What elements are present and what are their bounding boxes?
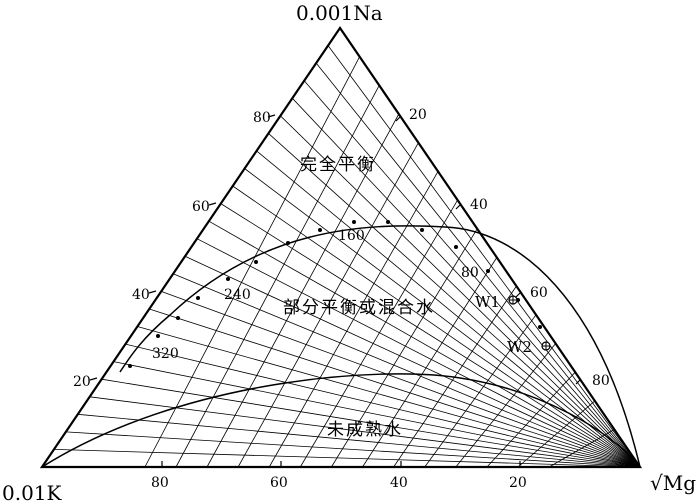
k-mg-isotherm-line	[161, 291, 641, 468]
full-equilibrium-curve	[119, 225, 641, 468]
curve-point	[454, 245, 458, 249]
temperature-label-160: 160	[338, 228, 365, 244]
left-tick-40: 40	[132, 287, 150, 303]
na-k-isotherm-line	[455, 343, 556, 468]
k-mg-isotherm-line	[315, 62, 641, 468]
k-mg-isotherm-line	[327, 45, 641, 468]
curve-point	[386, 220, 390, 224]
region-label-immature: 未成熟水	[327, 419, 403, 440]
curve-point	[176, 316, 180, 320]
na-k-isotherm-line	[144, 56, 360, 468]
na-k-isotherm-line	[424, 314, 537, 468]
na-k-isotherm-lines	[144, 56, 615, 468]
bottom-tick-40: 40	[390, 475, 408, 491]
k-mg-isotherm-line	[280, 115, 641, 468]
na-k-isotherm-line	[517, 400, 596, 468]
sample-label-w2: W2	[507, 338, 532, 356]
k-mg-isotherm-lines	[53, 45, 641, 468]
curve-point	[286, 241, 290, 245]
region-label-full-equilibrium: 完全平衡	[300, 155, 376, 175]
k-mg-isotherm-line	[65, 431, 641, 468]
partial-equilibrium-curve	[41, 373, 641, 468]
curve-point	[254, 260, 258, 264]
na-k-isotherm-line	[299, 199, 458, 468]
na-k-isotherm-line	[331, 228, 478, 468]
k-mg-isotherm-line	[220, 203, 641, 468]
k-mg-isotherm-line	[89, 396, 641, 468]
k-mg-isotherm-line	[113, 361, 641, 468]
sample-label-w1: W1	[475, 293, 500, 311]
curve-point	[538, 325, 542, 329]
na-k-isotherm-line	[486, 371, 576, 468]
k-mg-isotherm-line	[196, 238, 641, 468]
ternary-triangle	[39, 26, 643, 469]
k-mg-isotherm-line	[256, 150, 641, 468]
region-label-partial-equilibrium: 部分平衡或混合水	[283, 298, 435, 318]
k-mg-isotherm-line	[292, 97, 641, 468]
k-mg-isotherm-line	[125, 343, 641, 468]
k-mg-isotherm-line	[77, 413, 641, 468]
curve-point	[420, 228, 424, 232]
sample-point-w1: W1	[475, 293, 518, 311]
k-mg-isotherm-line	[184, 255, 641, 468]
curve-point	[156, 334, 160, 338]
na-k-isotherm-line	[548, 429, 615, 468]
left-tick-20: 20	[73, 374, 91, 390]
curve-point	[128, 364, 132, 368]
temperature-label-240: 240	[224, 287, 251, 303]
na-k-isotherm-line	[206, 113, 400, 468]
axis-tick-marks	[89, 114, 581, 467]
sample-point-w2: W2	[507, 338, 551, 356]
k-mg-isotherm-line	[172, 273, 641, 468]
na-k-isotherm-line	[362, 257, 498, 468]
k-mg-isotherm-line	[208, 220, 641, 468]
na-k-isotherm-line	[237, 142, 419, 468]
bottom-tick-80: 80	[151, 475, 169, 491]
k-mg-isotherm-line	[137, 326, 641, 468]
equilibrium-curve-points	[128, 220, 542, 368]
k-mg-isotherm-line	[149, 308, 641, 468]
left-tick-80: 80	[253, 110, 271, 126]
left-tick-60: 60	[192, 199, 210, 215]
curve-point	[196, 296, 200, 300]
corner-label-k: 0.01K	[2, 481, 63, 502]
na-k-isotherm-line	[175, 85, 380, 468]
right-tick-80: 80	[592, 373, 610, 389]
curve-point	[226, 277, 230, 281]
right-tick-60: 60	[530, 285, 548, 301]
temperature-label-80: 80	[461, 265, 479, 281]
temperature-label-320: 320	[152, 346, 179, 362]
k-mg-isotherm-line	[244, 168, 641, 468]
curve-point	[318, 228, 322, 232]
k-mg-isotherm-line	[232, 185, 641, 468]
k-mg-isotherm-line	[268, 133, 641, 468]
na-k-isotherm-line	[268, 171, 439, 468]
bottom-tick-20: 20	[509, 475, 527, 491]
k-mg-isotherm-line	[101, 378, 641, 468]
k-mg-isotherm-line	[303, 80, 641, 468]
bottom-tick-60: 60	[270, 475, 288, 491]
corner-label-mg: √Mg	[650, 471, 696, 495]
right-tick-20: 20	[409, 107, 427, 123]
k-mg-isotherm-line	[53, 449, 641, 468]
curve-point	[486, 269, 490, 273]
curve-point	[352, 220, 356, 224]
right-tick-40: 40	[470, 197, 488, 213]
corner-label-na: 0.001Na	[296, 1, 383, 25]
